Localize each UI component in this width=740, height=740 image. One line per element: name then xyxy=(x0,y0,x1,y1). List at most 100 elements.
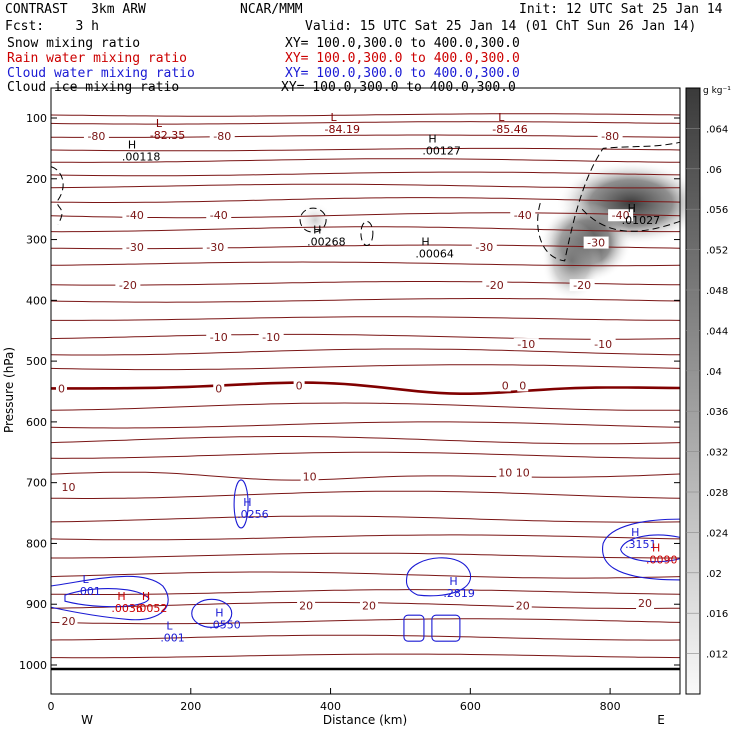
isotherm-label-bg xyxy=(359,599,378,612)
isotherm xyxy=(50,471,681,481)
extremum-value: .3151 xyxy=(625,538,657,551)
isotherm xyxy=(50,226,680,233)
extremum-letter: H xyxy=(421,236,429,249)
colorbar-label: .048 xyxy=(706,286,728,297)
colorbar-label: .016 xyxy=(706,609,728,620)
snow-contour xyxy=(299,207,327,233)
isotherm-label: -80 xyxy=(601,130,619,143)
isotherm-label-bg xyxy=(513,466,532,479)
isotherm-label: -30 xyxy=(475,241,493,254)
isotherm xyxy=(50,113,681,117)
colorbar-label: .028 xyxy=(706,488,728,499)
header-org: NCAR/MMM xyxy=(240,2,303,17)
isotherm-label: -10 xyxy=(210,331,228,344)
isotherm-label: -10 xyxy=(517,338,535,351)
isotherm-label: -40 xyxy=(210,209,228,222)
header-valid: Valid: 15 UTC Sat 25 Jan 14 (01 ChT Sun … xyxy=(305,19,697,34)
colorbar-label: .012 xyxy=(706,650,728,661)
x-tick-label: 400 xyxy=(320,700,341,713)
isotherm xyxy=(50,571,681,579)
colorbar-label: .036 xyxy=(706,407,728,418)
isotherm xyxy=(50,515,681,523)
cloud-water-contour xyxy=(405,557,471,597)
extremum-value: -84.19 xyxy=(325,123,360,136)
colorbar-label: .056 xyxy=(706,205,728,216)
extremum-letter: H xyxy=(215,606,223,619)
extremum-letter: L xyxy=(166,620,173,633)
extremum-value: .001 xyxy=(160,632,185,645)
isotherm xyxy=(50,634,681,641)
extremum-value: .0036 xyxy=(111,602,142,615)
isotherm-label-bg xyxy=(83,130,109,143)
isotherm-label: 10 xyxy=(61,481,75,494)
isotherm-label-bg xyxy=(496,466,515,479)
isotherm xyxy=(50,618,681,625)
isotherm-label: 20 xyxy=(362,599,376,612)
header-init: Init: 12 UTC Sat 25 Jan 14 xyxy=(519,2,723,17)
extremum-letter: L xyxy=(156,117,163,130)
extremum-letter: H xyxy=(449,575,457,588)
isotherm-label-bg xyxy=(209,130,235,143)
isotherm-label: -30 xyxy=(126,241,144,254)
isotherm-label-bg xyxy=(122,240,148,253)
colorbar-label: .06 xyxy=(706,165,722,176)
y-axis-label: Pressure (hPa) xyxy=(2,347,16,433)
isotherm-label-bg xyxy=(471,240,497,253)
isotherm-label: 20 xyxy=(61,615,75,628)
y-tick-label: 1000 xyxy=(19,659,47,672)
isotherm-label-bg xyxy=(297,599,316,612)
isotherm xyxy=(50,348,681,356)
isotherm xyxy=(50,490,681,499)
y-tick-label: 400 xyxy=(26,294,47,307)
isotherm xyxy=(50,212,681,219)
isotherm-label-bg xyxy=(55,382,67,395)
y-tick-label: 500 xyxy=(26,355,47,368)
x-tick-label: 0 xyxy=(48,700,55,713)
y-tick-label: 600 xyxy=(26,416,47,429)
colorbar-label: .04 xyxy=(706,367,722,378)
y-tick-label: 700 xyxy=(26,477,47,490)
isotherm-label-bg xyxy=(115,279,141,292)
cloud-water-contours xyxy=(50,479,681,642)
colorbar-fill xyxy=(685,87,701,695)
isotherm xyxy=(50,333,681,340)
isotherm xyxy=(50,121,681,125)
cloud-water-contour xyxy=(403,614,425,642)
extremum-letter: H xyxy=(631,526,639,539)
extremum-value: .00268 xyxy=(307,235,346,248)
isotherm-label: 0 xyxy=(58,382,65,395)
extremum-letter: H xyxy=(142,590,150,603)
isotherm xyxy=(51,653,681,659)
extremum-value: .0052 xyxy=(136,602,168,615)
isotherm xyxy=(50,298,681,303)
colorbar-label: .024 xyxy=(706,528,728,539)
ice-small xyxy=(297,202,334,239)
isotherm-label-bg xyxy=(583,236,609,249)
isotherm-label: -30 xyxy=(206,241,224,254)
cloud-water-contour xyxy=(191,598,233,628)
colorbar-label: .044 xyxy=(706,326,728,337)
extremum-value: .01027 xyxy=(622,214,661,227)
extremum-value: .0256 xyxy=(237,508,269,521)
isotherm xyxy=(51,552,680,559)
extremum-value: -85.46 xyxy=(492,123,527,136)
isotherm-label-bg xyxy=(202,240,228,253)
isotherm xyxy=(50,364,681,371)
snow-contour xyxy=(360,220,374,246)
isotherm-label-bg xyxy=(636,597,655,610)
isotherm-label-bg xyxy=(608,209,634,222)
y-tick-label: 800 xyxy=(26,537,47,550)
extremum-value: .00064 xyxy=(415,248,454,261)
cloud-water-contour xyxy=(620,534,681,563)
contour-labels: -80 -80 -80 -40 -40 -40 -40 -30 -30 -30 -30 -20 -20 -… xyxy=(55,130,655,628)
isotherm-label: 0 xyxy=(215,382,222,395)
cloud-water-contour xyxy=(431,614,461,642)
isotherm-label: -20 xyxy=(119,279,137,292)
isotherm-label: -80 xyxy=(87,130,105,143)
isotherm-label: -40 xyxy=(126,209,144,222)
isotherm xyxy=(50,147,681,152)
isotherm-label-bg xyxy=(597,130,623,143)
isotherm xyxy=(50,158,680,163)
field-rain-name: Rain water mixing ratio xyxy=(7,51,188,66)
isotherm-label-bg xyxy=(258,330,284,343)
